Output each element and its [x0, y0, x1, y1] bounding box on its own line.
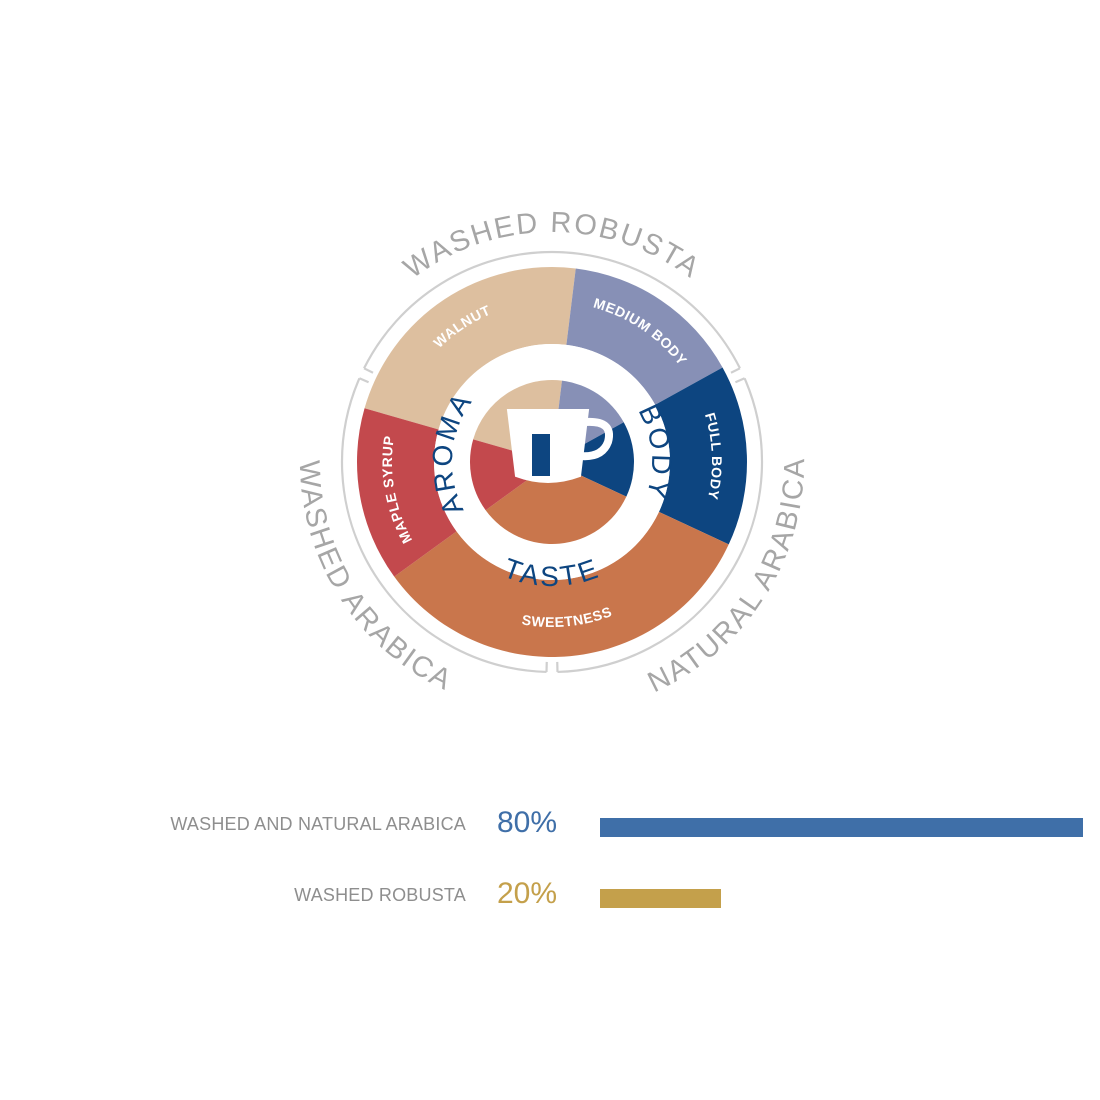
outer-ring-tick — [358, 377, 370, 384]
outer-ring-arc — [340, 377, 547, 674]
blend-label: WASHED ROBUSTA — [294, 885, 466, 905]
coffee-cup-icon — [506, 409, 613, 483]
blend-percentage: 20% — [497, 877, 558, 910]
inner-segment — [485, 462, 627, 544]
outer-ring — [340, 250, 764, 674]
blend-row: WASHED AND NATURAL ARABICA 80% — [0, 806, 1100, 846]
outer-ring-tick — [730, 367, 741, 374]
blend-bar — [600, 818, 1083, 837]
outer-ring-tick — [734, 377, 746, 384]
outer-ring-arc — [363, 250, 741, 369]
segment-walnut — [364, 267, 576, 430]
segment-sweetness — [394, 511, 729, 657]
outer-ring-arc — [557, 377, 764, 674]
segment-full-body — [655, 367, 747, 545]
blend-label: WASHED AND NATURAL ARABICA — [170, 814, 466, 834]
flavor-segments — [357, 267, 747, 657]
blend-row: WASHED ROBUSTA 20% — [0, 877, 1100, 917]
outer-ring-tick — [363, 367, 374, 374]
blend-percentage: 80% — [497, 806, 558, 839]
segment-maple-syrup — [357, 408, 457, 577]
segment-medium-body — [566, 268, 723, 405]
blend-bar — [600, 889, 721, 908]
